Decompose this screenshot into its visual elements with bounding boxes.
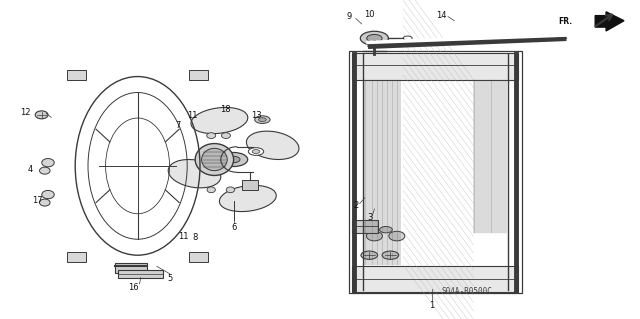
Ellipse shape (246, 131, 299, 160)
Ellipse shape (227, 187, 235, 193)
Ellipse shape (40, 167, 50, 174)
Ellipse shape (35, 111, 48, 119)
Text: 5: 5 (167, 274, 172, 283)
Circle shape (252, 150, 260, 153)
Circle shape (380, 226, 392, 233)
Text: 8: 8 (193, 234, 198, 242)
Text: S04A-B0500C: S04A-B0500C (442, 287, 493, 296)
Ellipse shape (168, 160, 221, 188)
Ellipse shape (40, 199, 50, 206)
Bar (352, 220, 378, 233)
Circle shape (382, 251, 399, 259)
Text: 6: 6 (231, 223, 236, 232)
Ellipse shape (221, 133, 230, 138)
Circle shape (259, 118, 266, 122)
Text: 4: 4 (28, 165, 33, 174)
Text: 9: 9 (347, 12, 352, 21)
Text: 11: 11 (178, 232, 188, 241)
Ellipse shape (202, 148, 227, 171)
Text: 12: 12 (20, 108, 31, 117)
Bar (189, 70, 208, 80)
Bar (115, 263, 147, 273)
Text: 2: 2 (353, 201, 358, 210)
Ellipse shape (367, 231, 383, 241)
Text: 11: 11 (187, 111, 197, 120)
Ellipse shape (207, 133, 216, 138)
Text: 1: 1 (429, 301, 435, 310)
Text: 13: 13 (251, 111, 261, 120)
Circle shape (255, 116, 270, 123)
Ellipse shape (195, 144, 234, 175)
Bar (352, 53, 518, 80)
Text: 14: 14 (436, 11, 447, 20)
Bar (349, 51, 522, 293)
Bar (189, 252, 208, 262)
Ellipse shape (191, 108, 248, 134)
Circle shape (403, 36, 412, 41)
Ellipse shape (389, 231, 405, 241)
Ellipse shape (42, 190, 54, 199)
Circle shape (220, 152, 248, 167)
Text: 3: 3 (367, 213, 372, 222)
Circle shape (361, 251, 378, 259)
Text: 16: 16 (128, 283, 138, 292)
Text: 17: 17 (32, 197, 42, 205)
Text: 7: 7 (175, 121, 180, 130)
Text: FR.: FR. (559, 17, 573, 26)
Circle shape (248, 148, 264, 155)
Ellipse shape (220, 185, 276, 211)
Circle shape (227, 156, 240, 163)
Circle shape (360, 31, 388, 45)
Circle shape (367, 34, 382, 42)
Text: 18: 18 (220, 105, 230, 114)
Bar (352, 266, 518, 292)
Ellipse shape (207, 187, 215, 193)
Bar (118, 270, 163, 278)
Bar (67, 252, 86, 262)
Polygon shape (595, 12, 624, 31)
Text: 10: 10 (364, 10, 374, 19)
Bar (242, 180, 258, 190)
Ellipse shape (42, 159, 54, 167)
Bar (67, 70, 86, 80)
